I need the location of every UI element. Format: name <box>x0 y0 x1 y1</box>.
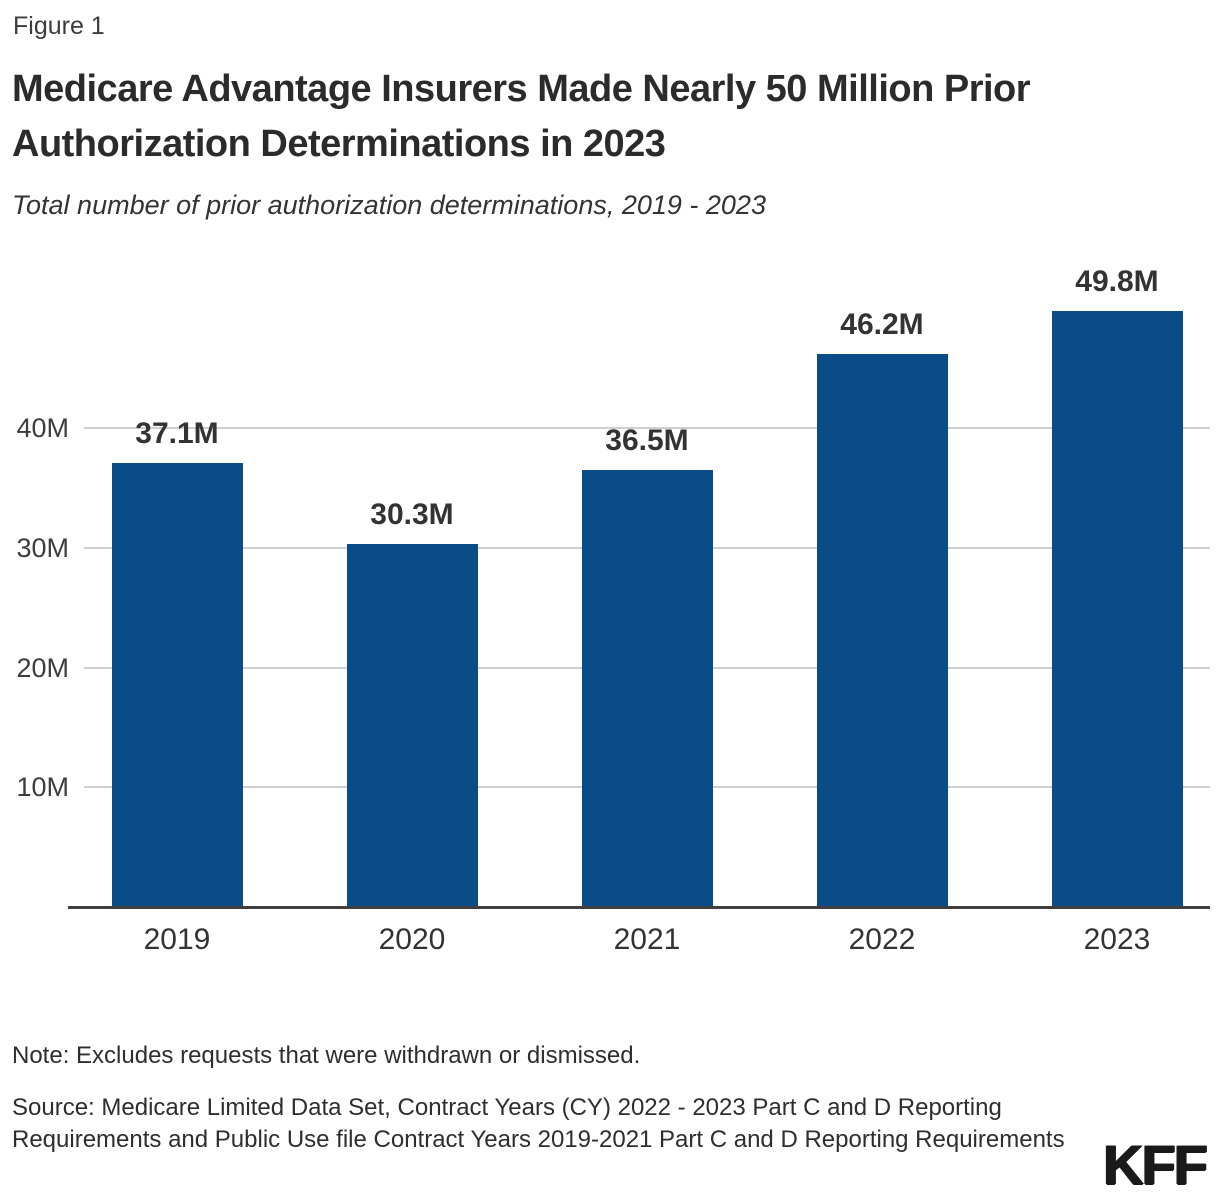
note-text: Note: Excludes requests that were withdr… <box>12 1042 641 1069</box>
chart-title-line-1: Medicare Advantage Insurers Made Nearly … <box>12 68 1031 110</box>
chart-title: Medicare Advantage Insurers Made Nearly … <box>12 62 1212 172</box>
bar-value-label: 36.5M <box>605 424 689 458</box>
bar-value-label: 30.3M <box>370 498 454 532</box>
bar <box>111 462 243 907</box>
bar <box>581 470 713 907</box>
bar <box>346 544 478 907</box>
chart-title-line-2: Authorization Determinations in 2023 <box>12 123 666 165</box>
y-axis-tick-label: 20M <box>16 652 69 683</box>
chart-subtitle: Total number of prior authorization dete… <box>12 190 766 220</box>
kff-logo: KFF <box>1103 1133 1208 1196</box>
x-axis-tick-label: 2019 <box>143 923 211 956</box>
bar-value-label: 49.8M <box>1075 264 1159 298</box>
source-text: Source: Medicare Limited Data Set, Contr… <box>12 1094 1065 1153</box>
bar-value-label: 37.1M <box>135 416 219 450</box>
y-axis-tick-label: 40M <box>16 413 69 444</box>
gridline <box>84 427 1210 430</box>
bar <box>1051 310 1183 907</box>
x-axis-tick-label: 2021 <box>613 923 681 956</box>
y-axis-tick-label: 30M <box>16 532 69 563</box>
figure-label: Figure 1 <box>13 12 105 40</box>
y-axis-tick-label: 10M <box>16 772 69 803</box>
x-axis-tick-label: 2020 <box>378 923 446 956</box>
bar <box>816 353 948 907</box>
x-axis-line <box>68 906 1210 909</box>
x-axis-tick-label: 2023 <box>1083 923 1151 956</box>
bar-value-label: 46.2M <box>840 307 924 341</box>
x-axis-tick-label: 2022 <box>848 923 916 956</box>
